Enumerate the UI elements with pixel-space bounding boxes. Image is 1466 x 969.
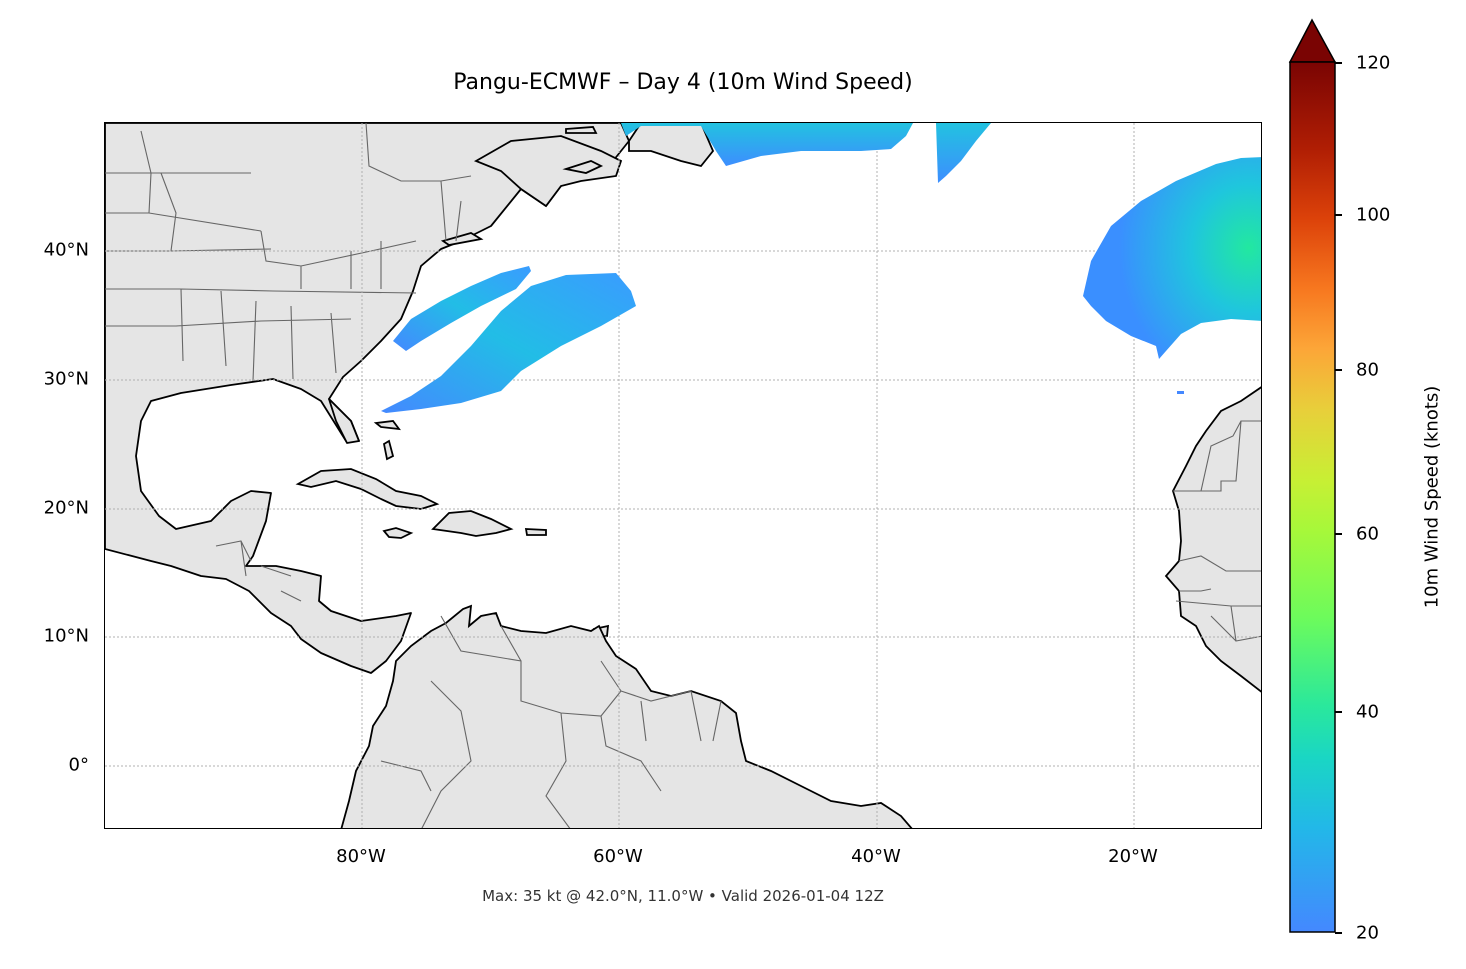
graticule bbox=[105, 123, 1261, 828]
land-north-america bbox=[105, 123, 630, 674]
y-tick-label: 10°N bbox=[43, 625, 89, 647]
colorbar-tick-label: 80 bbox=[1356, 359, 1379, 381]
colorbar-tick-label: 100 bbox=[1356, 204, 1391, 226]
colorbar-tick-label: 20 bbox=[1356, 922, 1379, 944]
wind-region-north-atlantic bbox=[621, 123, 913, 166]
land-caribbean bbox=[295, 420, 610, 638]
colorbar-tick-label: 120 bbox=[1356, 52, 1391, 74]
y-tick-label: 20°N bbox=[43, 497, 89, 519]
x-tick-label: 40°W bbox=[851, 846, 901, 867]
x-tick-label: 80°W bbox=[336, 846, 386, 867]
colorbar-tick-label: 60 bbox=[1356, 523, 1379, 545]
wind-region-mid-atlantic-streak bbox=[936, 123, 991, 183]
colorbar-extend-arrow bbox=[1288, 18, 1337, 63]
wind-region-west-atlantic-a bbox=[393, 266, 531, 351]
land-maritimes bbox=[440, 123, 715, 246]
state-country-borders bbox=[105, 123, 1261, 828]
map-plot-area bbox=[104, 122, 1262, 829]
x-tick-label: 60°W bbox=[593, 846, 643, 867]
wind-region-west-atlantic-b bbox=[381, 273, 636, 413]
y-tick-label: 30°N bbox=[43, 368, 89, 390]
colorbar-label: 10m Wind Speed (knots) bbox=[1421, 385, 1443, 609]
land-africa bbox=[1164, 386, 1261, 693]
colorbar bbox=[1288, 18, 1337, 933]
wind-region-east-atlantic bbox=[1083, 157, 1261, 359]
x-tick-label: 20°W bbox=[1108, 846, 1158, 867]
map-title: Pangu-ECMWF – Day 4 (10m Wind Speed) bbox=[453, 70, 913, 95]
land-south-america bbox=[340, 604, 913, 828]
wind-field bbox=[381, 123, 1261, 413]
max-wind-caption: Max: 35 kt @ 42.0°N, 11.0°W • Valid 2026… bbox=[482, 887, 884, 905]
colorbar-tick-label: 40 bbox=[1356, 701, 1379, 723]
y-tick-label: 40°N bbox=[43, 239, 89, 261]
y-tick-label: 0° bbox=[68, 754, 89, 776]
